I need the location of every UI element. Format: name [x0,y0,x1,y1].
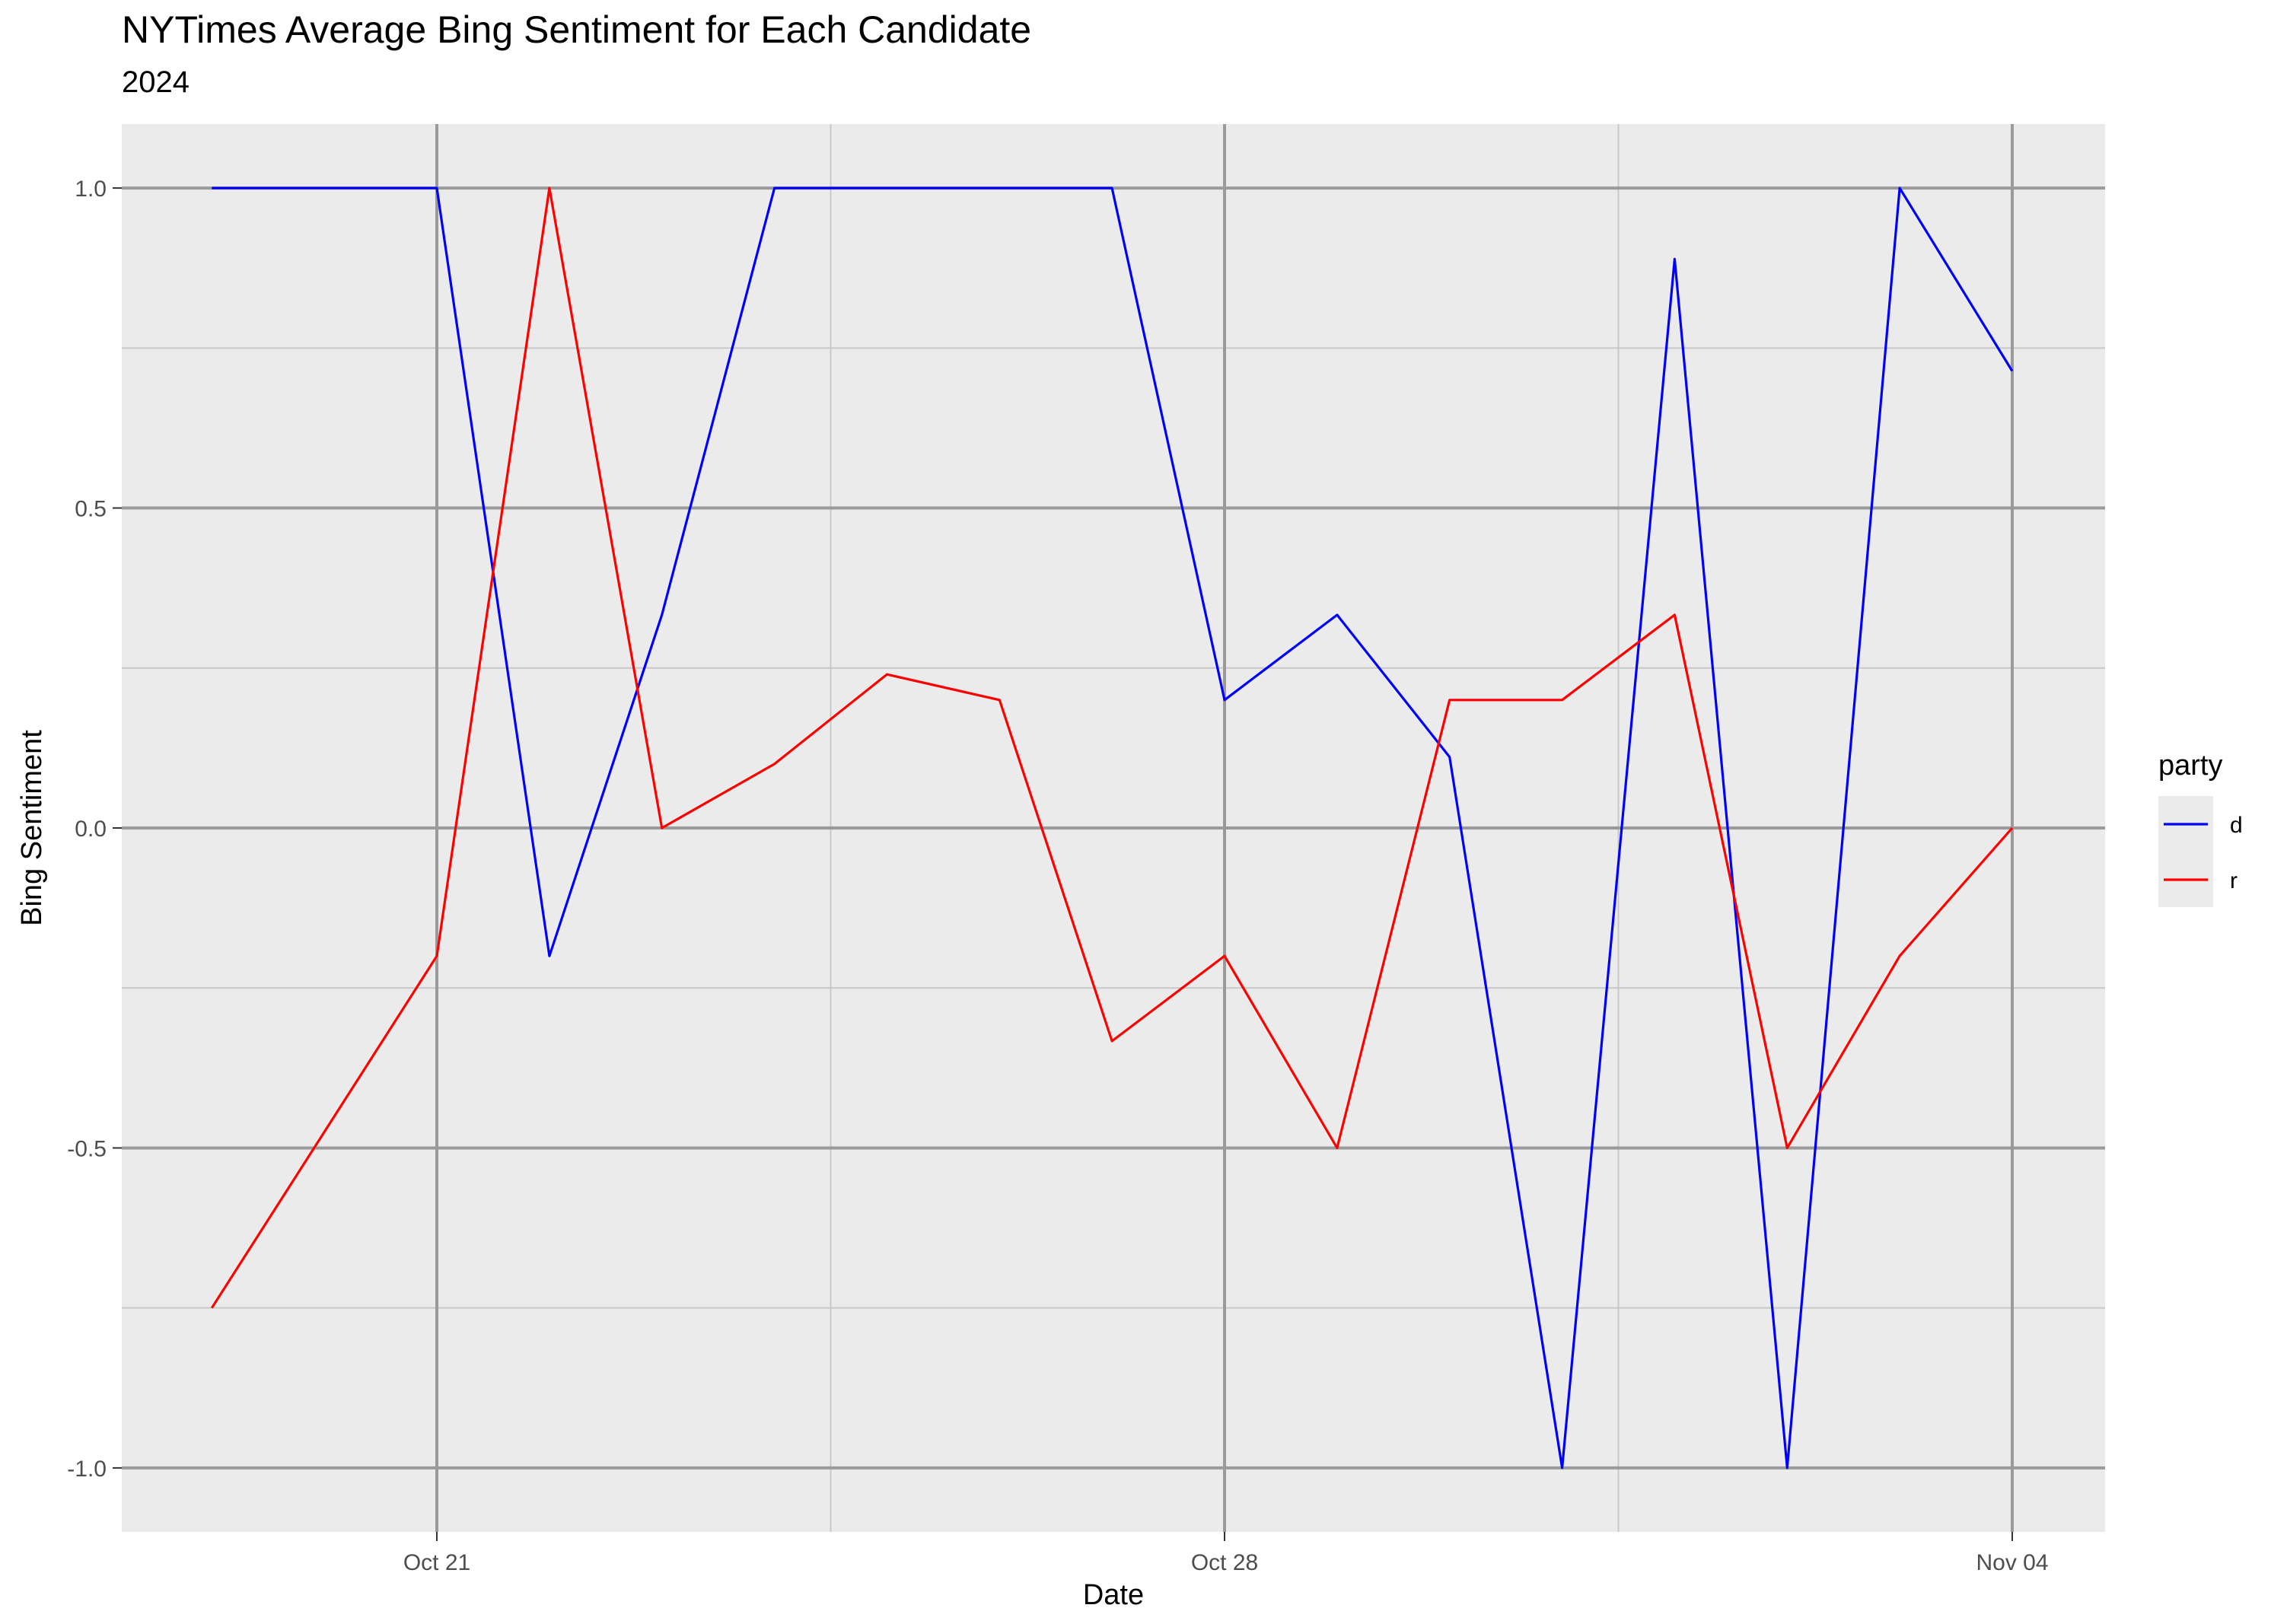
x-tick-label: Oct 21 [403,1550,470,1575]
y-tick-label: -0.5 [67,1136,107,1161]
x-axis-title: Date [1083,1579,1144,1611]
series-lines [210,186,2014,1470]
x-tick-label: Oct 28 [1191,1550,1258,1575]
legend-label-r: r [2230,868,2238,893]
legend-title: party [2158,750,2222,782]
y-tick-label: 0.5 [75,497,107,522]
x-tick-label: Nov 04 [1976,1550,2048,1575]
series-line-d [212,186,2014,1470]
x-axis: Oct 21 Oct 28 Nov 04 [403,1532,2049,1575]
y-tick-label: -1.0 [67,1457,107,1482]
legend[interactable]: party d r [2158,750,2243,907]
y-tick-label: 0.0 [75,817,107,842]
y-axis-title: Bing Sentiment [16,730,48,926]
chart-title: NYTimes Average Bing Sentiment for Each … [122,8,1032,51]
legend-label-d: d [2230,813,2243,838]
legend-key-background [2158,796,2213,907]
major-gridlines [122,124,2105,1532]
chart-subtitle: 2024 [122,65,190,99]
y-axis: -1.0 -0.5 0.0 0.5 1.0 [67,177,122,1482]
series-line-r [210,186,2014,1309]
y-tick-label: 1.0 [75,177,107,202]
